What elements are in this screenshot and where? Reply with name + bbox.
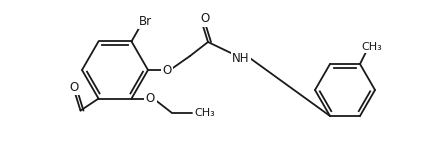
Text: O: O — [162, 64, 172, 76]
Text: O: O — [146, 92, 155, 105]
Text: O: O — [200, 12, 210, 26]
Text: O: O — [70, 81, 79, 94]
Text: NH: NH — [232, 52, 250, 64]
Text: Br: Br — [139, 15, 152, 28]
Text: CH₃: CH₃ — [362, 42, 383, 52]
Text: CH₃: CH₃ — [194, 108, 215, 118]
